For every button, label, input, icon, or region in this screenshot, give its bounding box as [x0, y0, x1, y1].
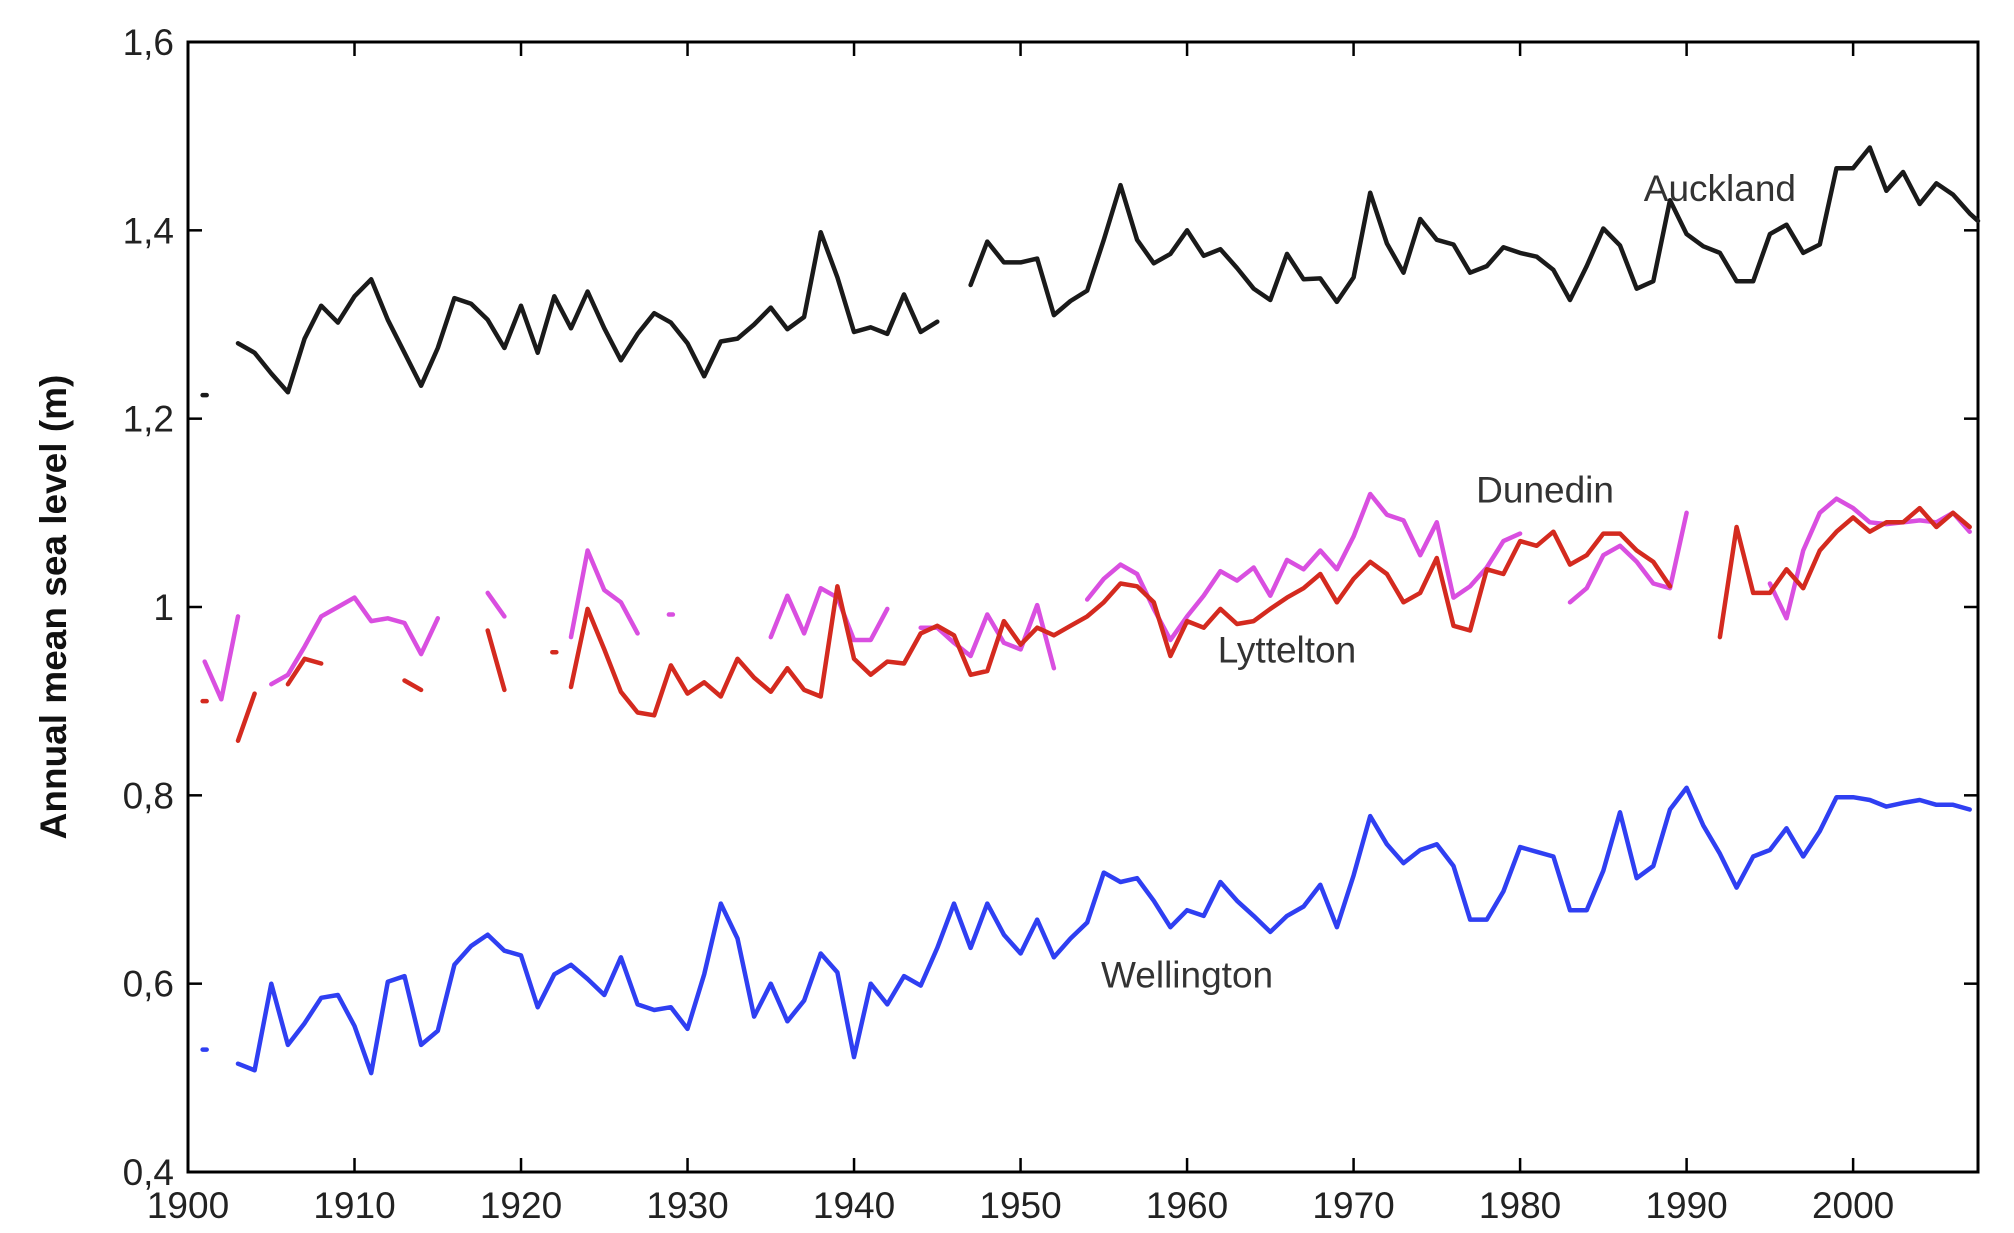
- series-line-auckland: [968, 145, 1981, 318]
- y-tick-label: 1: [153, 587, 174, 628]
- y-axis-title: Annual mean sea level (m): [33, 375, 74, 840]
- x-tick-label: 1970: [1312, 1185, 1394, 1226]
- series-label-dunedin: Dunedin: [1476, 469, 1614, 510]
- series-line-lyttelton: [1717, 505, 1972, 640]
- series-dunedin: [202, 491, 1972, 702]
- x-tick-label: 1920: [480, 1185, 562, 1226]
- labels-layer: Auckland Dunedin Lyttelton Wellington: [1101, 168, 1796, 995]
- series-line-lyttelton: [568, 529, 1673, 718]
- x-tick-label: 1950: [979, 1185, 1061, 1226]
- y-tick-label: 1,2: [123, 399, 174, 440]
- series-line-dunedin: [269, 595, 441, 687]
- series-line-wellington: [235, 785, 1972, 1076]
- series-line-lyttelton: [402, 678, 424, 693]
- series-line-dunedin: [1767, 496, 1972, 621]
- series-auckland: [200, 145, 1981, 398]
- x-tick-label: 1960: [1146, 1185, 1228, 1226]
- series-label-lyttelton: Lyttelton: [1218, 629, 1357, 670]
- series-line-dunedin: [485, 590, 507, 619]
- series-label-auckland: Auckland: [1644, 168, 1796, 209]
- x-tick-label: 1940: [813, 1185, 895, 1226]
- series-line-lyttelton: [235, 691, 257, 743]
- ticks-layer: 1900 1910 1920 1930 1940 1950 1960 1970 1980 1990…: [123, 22, 1978, 1226]
- series-line-dunedin: [918, 602, 1057, 671]
- x-tick-label: 1930: [646, 1185, 728, 1226]
- series-line-dunedin: [1567, 510, 1689, 605]
- x-tick-label: 1910: [313, 1185, 395, 1226]
- series-line-dunedin: [768, 585, 890, 643]
- series-line-dunedin: [1084, 491, 1523, 643]
- x-tick-label: 1900: [147, 1185, 229, 1226]
- y-tick-label: 1,4: [123, 210, 174, 251]
- y-tick-label: 0,4: [123, 1152, 174, 1193]
- series-line-dunedin: [202, 614, 241, 702]
- x-tick-label: 1990: [1645, 1185, 1727, 1226]
- series-line-lyttelton: [285, 656, 324, 687]
- series-line-dunedin: [568, 548, 640, 640]
- series-layer: [200, 145, 1981, 1076]
- series-line-lyttelton: [485, 628, 507, 693]
- series-line-auckland: [235, 229, 940, 395]
- x-tick-label: 2000: [1812, 1185, 1894, 1226]
- y-tick-label: 0,6: [123, 964, 174, 1005]
- series-label-wellington: Wellington: [1101, 954, 1273, 995]
- series-wellington: [200, 785, 1972, 1076]
- series-lyttelton: [200, 505, 1972, 743]
- y-tick-label: 1,6: [123, 22, 174, 63]
- x-tick-label: 1980: [1479, 1185, 1561, 1226]
- plot-frame: [186, 40, 1980, 1174]
- y-tick-label: 0,8: [123, 775, 174, 816]
